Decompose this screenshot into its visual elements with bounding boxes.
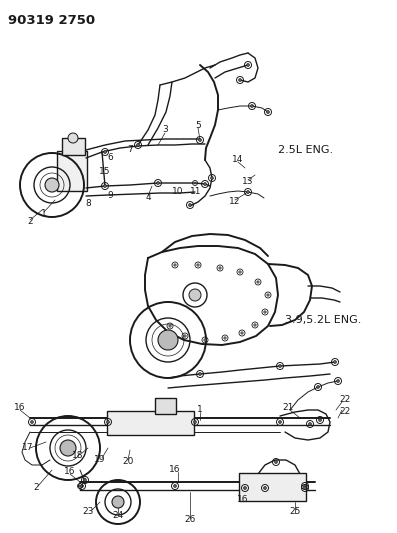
Text: 3: 3: [162, 125, 168, 134]
Text: 18: 18: [72, 450, 84, 459]
Circle shape: [104, 151, 106, 154]
Circle shape: [204, 339, 206, 341]
Circle shape: [247, 191, 249, 193]
Circle shape: [189, 289, 201, 301]
Text: 25: 25: [289, 507, 301, 516]
Circle shape: [107, 421, 110, 423]
Circle shape: [267, 294, 269, 296]
Text: 16: 16: [169, 465, 181, 474]
Text: 9: 9: [107, 191, 113, 200]
Text: 16: 16: [14, 403, 26, 413]
Text: 13: 13: [242, 177, 254, 187]
Text: 7: 7: [127, 146, 133, 155]
Circle shape: [158, 330, 178, 350]
Text: 20: 20: [122, 457, 134, 466]
Text: 15: 15: [99, 167, 111, 176]
Text: 1: 1: [41, 209, 47, 219]
Text: 17: 17: [22, 443, 34, 453]
FancyBboxPatch shape: [57, 151, 87, 191]
Circle shape: [319, 418, 322, 422]
Text: 23: 23: [82, 507, 94, 516]
Circle shape: [241, 332, 243, 334]
Circle shape: [267, 111, 270, 114]
Text: 8: 8: [85, 199, 91, 208]
Circle shape: [239, 271, 241, 273]
Circle shape: [60, 440, 76, 456]
Text: 22: 22: [339, 395, 351, 405]
Circle shape: [197, 264, 199, 266]
Circle shape: [189, 204, 191, 206]
Text: 90319 2750: 90319 2750: [8, 14, 95, 27]
Circle shape: [333, 361, 336, 364]
Circle shape: [254, 324, 256, 326]
Circle shape: [337, 379, 339, 382]
Circle shape: [251, 104, 253, 108]
Circle shape: [304, 487, 306, 489]
Text: 14: 14: [232, 156, 244, 165]
Circle shape: [194, 421, 197, 423]
Text: 16: 16: [237, 496, 249, 505]
Text: 12: 12: [229, 198, 241, 206]
FancyBboxPatch shape: [154, 398, 175, 414]
FancyBboxPatch shape: [107, 411, 194, 435]
Circle shape: [45, 178, 59, 192]
Circle shape: [104, 184, 106, 188]
Text: 11: 11: [190, 188, 202, 197]
FancyBboxPatch shape: [62, 138, 85, 155]
Circle shape: [174, 264, 176, 266]
Circle shape: [247, 63, 249, 67]
Circle shape: [279, 365, 281, 367]
Circle shape: [210, 176, 214, 180]
Circle shape: [198, 373, 201, 375]
Text: 16: 16: [64, 467, 76, 477]
Circle shape: [275, 461, 278, 463]
Text: 1: 1: [197, 406, 203, 415]
Text: 21: 21: [282, 403, 294, 413]
Circle shape: [112, 496, 124, 508]
Circle shape: [219, 267, 221, 269]
Text: 3.9,5.2L ENG.: 3.9,5.2L ENG.: [285, 315, 361, 325]
Circle shape: [204, 183, 206, 185]
Circle shape: [316, 385, 320, 389]
Text: 19: 19: [94, 456, 106, 464]
Text: 2: 2: [27, 217, 33, 227]
Text: 5: 5: [195, 122, 201, 131]
Text: 24: 24: [112, 512, 123, 521]
Text: 4: 4: [145, 193, 151, 203]
Circle shape: [31, 421, 33, 423]
Text: 22: 22: [339, 408, 351, 416]
Text: 2: 2: [33, 483, 39, 492]
Circle shape: [68, 133, 78, 143]
Circle shape: [169, 325, 171, 327]
Circle shape: [264, 311, 266, 313]
Circle shape: [173, 484, 176, 487]
Circle shape: [81, 484, 83, 487]
Circle shape: [304, 484, 306, 487]
Text: 2.5L ENG.: 2.5L ENG.: [278, 145, 333, 155]
Circle shape: [184, 335, 186, 337]
Text: 6: 6: [107, 154, 113, 163]
Circle shape: [84, 479, 87, 481]
Text: 10: 10: [172, 188, 184, 197]
Circle shape: [257, 281, 259, 283]
Circle shape: [224, 337, 226, 339]
Circle shape: [156, 182, 160, 184]
Circle shape: [137, 143, 139, 147]
Circle shape: [239, 78, 241, 82]
FancyBboxPatch shape: [239, 473, 306, 501]
Circle shape: [79, 485, 81, 487]
Circle shape: [244, 487, 247, 489]
Circle shape: [264, 487, 266, 489]
Circle shape: [198, 139, 201, 141]
Circle shape: [308, 423, 311, 425]
Circle shape: [279, 421, 281, 423]
Text: 26: 26: [184, 515, 196, 524]
Circle shape: [194, 182, 196, 184]
